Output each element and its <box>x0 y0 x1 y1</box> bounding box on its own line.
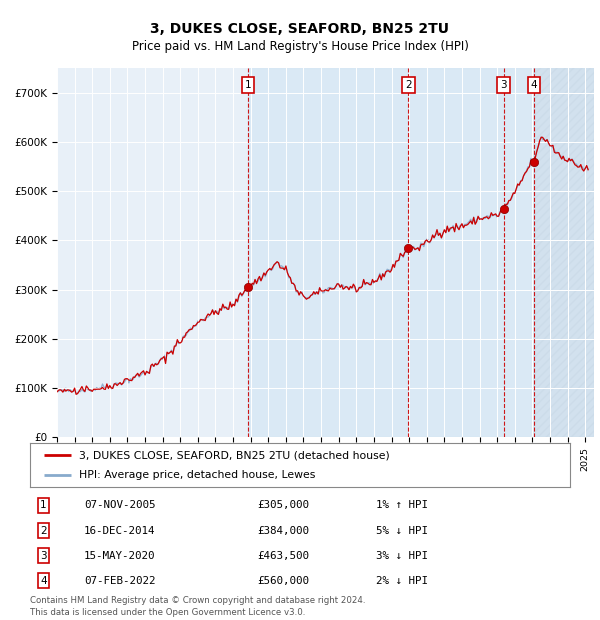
Text: 4: 4 <box>40 576 47 586</box>
Text: 1: 1 <box>40 500 47 510</box>
Text: 07-NOV-2005: 07-NOV-2005 <box>84 500 155 510</box>
Text: £560,000: £560,000 <box>257 576 309 586</box>
Text: 3% ↓ HPI: 3% ↓ HPI <box>376 551 428 560</box>
Text: 15-MAY-2020: 15-MAY-2020 <box>84 551 155 560</box>
Text: HPI: Average price, detached house, Lewes: HPI: Average price, detached house, Lewe… <box>79 470 315 480</box>
Text: £384,000: £384,000 <box>257 526 309 536</box>
Text: 5% ↓ HPI: 5% ↓ HPI <box>376 526 428 536</box>
Text: £305,000: £305,000 <box>257 500 309 510</box>
Text: This data is licensed under the Open Government Licence v3.0.: This data is licensed under the Open Gov… <box>30 608 305 617</box>
Text: 2% ↓ HPI: 2% ↓ HPI <box>376 576 428 586</box>
Text: 3, DUKES CLOSE, SEAFORD, BN25 2TU (detached house): 3, DUKES CLOSE, SEAFORD, BN25 2TU (detac… <box>79 450 389 460</box>
Text: 07-FEB-2022: 07-FEB-2022 <box>84 576 155 586</box>
Text: 2: 2 <box>405 80 412 90</box>
Text: 1% ↑ HPI: 1% ↑ HPI <box>376 500 428 510</box>
Text: Price paid vs. HM Land Registry's House Price Index (HPI): Price paid vs. HM Land Registry's House … <box>131 40 469 53</box>
Text: 3: 3 <box>500 80 507 90</box>
Text: Contains HM Land Registry data © Crown copyright and database right 2024.: Contains HM Land Registry data © Crown c… <box>30 596 365 606</box>
Text: 3: 3 <box>40 551 47 560</box>
Text: 2: 2 <box>40 526 47 536</box>
Bar <box>534 68 594 437</box>
Text: 16-DEC-2014: 16-DEC-2014 <box>84 526 155 536</box>
Text: 1: 1 <box>245 80 251 90</box>
Text: 4: 4 <box>531 80 538 90</box>
Text: 3, DUKES CLOSE, SEAFORD, BN25 2TU: 3, DUKES CLOSE, SEAFORD, BN25 2TU <box>151 22 449 36</box>
Bar <box>248 68 594 437</box>
Text: £463,500: £463,500 <box>257 551 309 560</box>
